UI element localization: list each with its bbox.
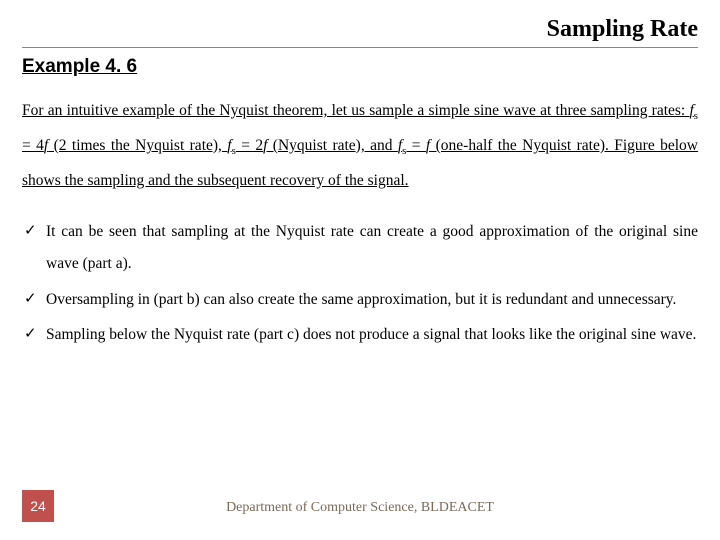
- eq-1: = 4: [22, 137, 44, 154]
- fs-sub-1: s: [694, 110, 698, 122]
- intro-paragraph: For an intuitive example of the Nyquist …: [22, 94, 698, 198]
- slide-page: Sampling Rate Example 4. 6 For an intuit…: [0, 0, 720, 540]
- footer: Department of Computer Science, BLDEACET…: [22, 490, 698, 522]
- intro-text: For an intuitive example of the Nyquist …: [22, 102, 689, 119]
- list-item: Sampling below the Nyquist rate (part c)…: [24, 319, 698, 351]
- eq-2: = 2: [236, 137, 263, 154]
- bullet-text: Sampling below the Nyquist rate (part c)…: [46, 326, 696, 343]
- bullet-text: Oversampling in (part b) can also create…: [46, 291, 676, 308]
- bullet-text: It can be seen that sampling at the Nyqu…: [46, 223, 698, 272]
- bullet-list: It can be seen that sampling at the Nyqu…: [22, 216, 698, 351]
- eq-3: =: [406, 137, 426, 154]
- example-heading: Example 4. 6: [22, 56, 698, 78]
- page-number-badge: 24: [22, 490, 54, 522]
- rest-1: (2 times the Nyquist rate),: [48, 137, 227, 154]
- page-number: 24: [30, 498, 46, 514]
- department-label: Department of Computer Science, BLDEACET: [22, 500, 698, 516]
- list-item: Oversampling in (part b) can also create…: [24, 284, 698, 316]
- page-title: Sampling Rate: [22, 16, 698, 43]
- list-item: It can be seen that sampling at the Nyqu…: [24, 216, 698, 280]
- title-rule: [22, 47, 698, 48]
- rest-2: (Nyquist rate), and: [267, 137, 397, 154]
